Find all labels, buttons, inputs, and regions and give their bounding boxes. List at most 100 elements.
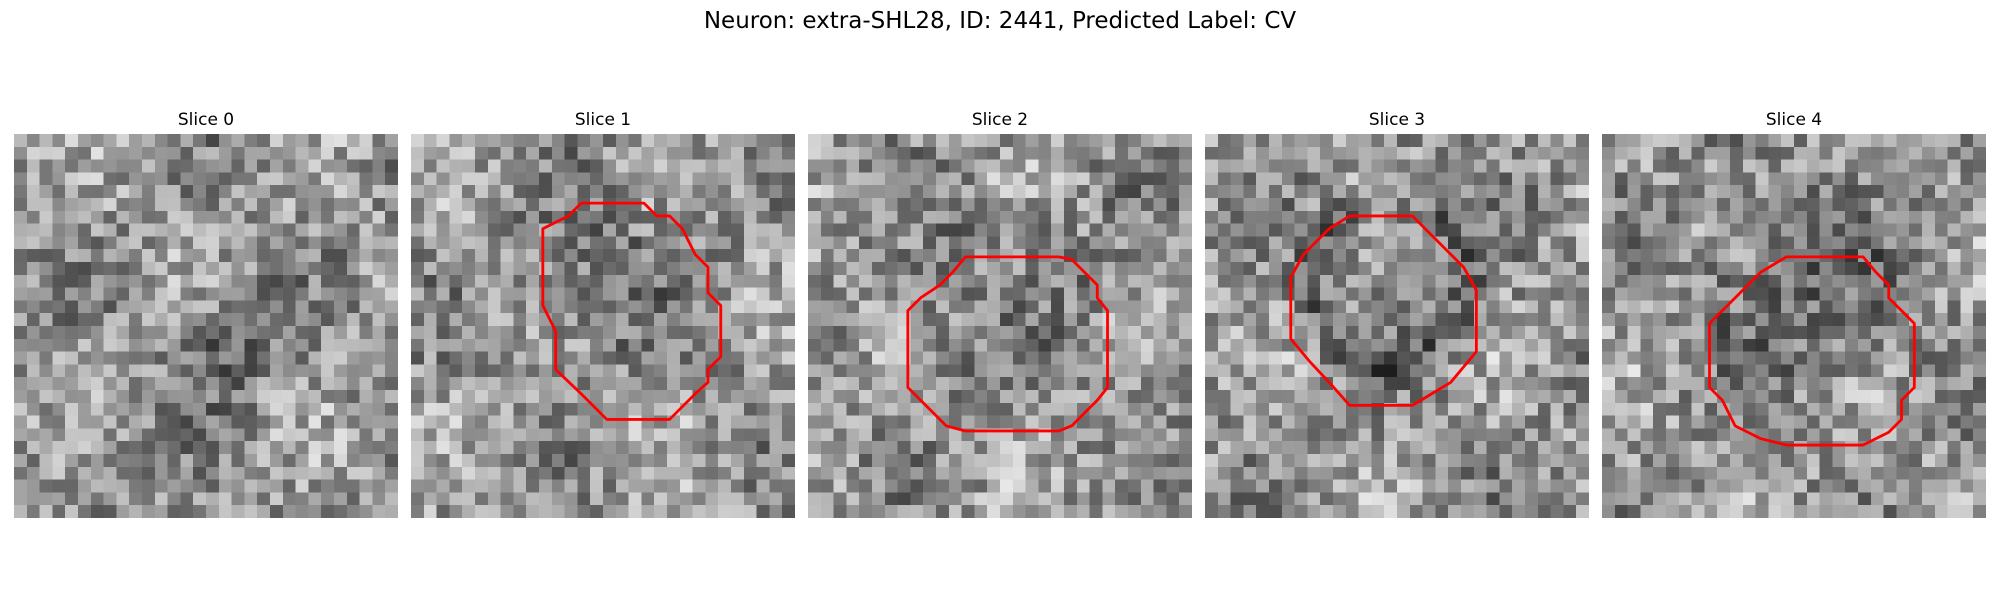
pixel (1922, 454, 1935, 467)
pixel (1154, 134, 1167, 147)
pixel (308, 262, 321, 275)
pixel (1666, 185, 1679, 198)
pixel (1551, 480, 1564, 493)
pixel (1371, 134, 1384, 147)
pixel (1909, 288, 1922, 301)
pixel (693, 364, 706, 377)
pixel (1256, 300, 1269, 313)
pixel (180, 480, 193, 493)
pixel (1576, 403, 1589, 416)
pixel (27, 390, 40, 403)
pixel (1333, 198, 1346, 211)
pixel (680, 352, 693, 365)
pixel (1243, 416, 1256, 429)
pixel (872, 160, 885, 173)
pixel (1743, 454, 1756, 467)
pixel (437, 467, 450, 480)
pixel (1077, 172, 1090, 185)
pixel (462, 198, 475, 211)
pixel (1884, 236, 1897, 249)
pixel (1307, 147, 1320, 160)
pixel (603, 134, 616, 147)
pixel (872, 416, 885, 429)
pixel (411, 288, 424, 301)
pixel (1525, 441, 1538, 454)
pixel (129, 211, 142, 224)
pixel (1525, 198, 1538, 211)
pixel (1128, 172, 1141, 185)
pixel (1038, 172, 1051, 185)
pixel (1243, 198, 1256, 211)
pixel (1166, 275, 1179, 288)
pixel (1038, 339, 1051, 352)
pixel (1064, 185, 1077, 198)
pixel (603, 505, 616, 518)
pixel (347, 211, 360, 224)
pixel (65, 428, 78, 441)
pixel (949, 313, 962, 326)
pixel (1448, 236, 1461, 249)
pixel (1512, 262, 1525, 275)
pixel (1090, 454, 1103, 467)
pixel (219, 390, 232, 403)
pixel (1615, 300, 1628, 313)
pixel (667, 339, 680, 352)
pixel (27, 236, 40, 249)
pixel (1666, 339, 1679, 352)
pixel (565, 224, 578, 237)
pixel (270, 377, 283, 390)
pixel (437, 236, 450, 249)
pixel (1551, 339, 1564, 352)
pixel (1628, 390, 1641, 403)
pixel (347, 300, 360, 313)
pixel (1218, 505, 1231, 518)
pixel (1256, 185, 1269, 198)
pixel (1000, 134, 1013, 147)
pixel (1346, 428, 1359, 441)
pixel (552, 480, 565, 493)
pixel (1166, 288, 1179, 301)
pixel (1499, 160, 1512, 173)
pixel (257, 172, 270, 185)
pixel (834, 492, 847, 505)
pixel (219, 198, 232, 211)
pixel (974, 172, 987, 185)
pixel (731, 441, 744, 454)
pixel (385, 364, 398, 377)
pixel (372, 224, 385, 237)
pixel (1448, 352, 1461, 365)
pixel (1704, 300, 1717, 313)
pixel (91, 428, 104, 441)
pixel (411, 377, 424, 390)
pixel (1794, 275, 1807, 288)
pixel (1666, 326, 1679, 339)
pixel (1461, 300, 1474, 313)
pixel (667, 390, 680, 403)
pixel (1820, 403, 1833, 416)
pixel (1717, 275, 1730, 288)
pixel (1551, 300, 1564, 313)
pixel (1973, 467, 1986, 480)
pixel (1410, 236, 1423, 249)
pixel (1448, 480, 1461, 493)
pixel (1269, 160, 1282, 173)
pixel (1448, 326, 1461, 339)
pixel (1525, 134, 1538, 147)
pixel (1000, 262, 1013, 275)
pixel (1743, 134, 1756, 147)
pixel (206, 377, 219, 390)
slice-title: Slice 3 (1205, 108, 1589, 132)
pixel (936, 134, 949, 147)
pixel (782, 275, 795, 288)
pixel (1628, 416, 1641, 429)
pixel (987, 505, 1000, 518)
pixel (910, 172, 923, 185)
pixel (1218, 198, 1231, 211)
pixel (1551, 249, 1564, 262)
pixel (1115, 505, 1128, 518)
pixel (1013, 352, 1026, 365)
pixel (872, 403, 885, 416)
pixel (1679, 505, 1692, 518)
pixel (155, 428, 168, 441)
pixel (1602, 326, 1615, 339)
